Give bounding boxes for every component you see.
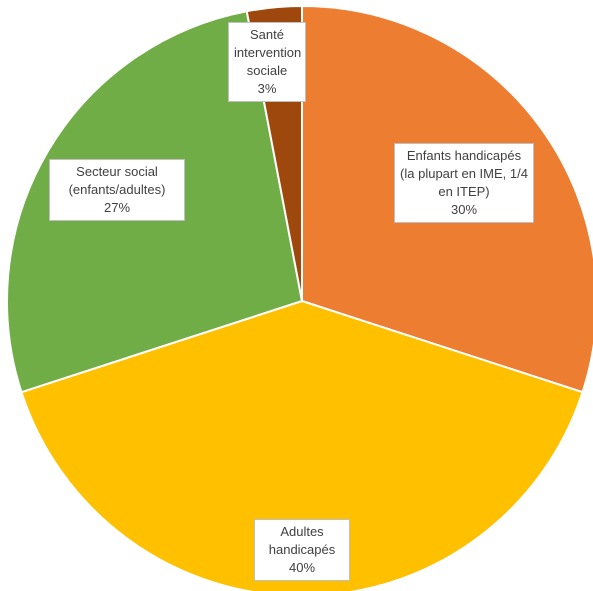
label-category: Santé intervention sociale bbox=[234, 27, 302, 78]
label-value: 3% bbox=[257, 81, 277, 96]
pie-slice bbox=[20, 299, 584, 591]
data-label: Secteur social (enfants/adultes) 27% bbox=[49, 159, 185, 221]
label-category: Adultes handicapés bbox=[268, 524, 336, 557]
data-label: Adultes handicapés 40% bbox=[254, 519, 350, 581]
data-label: Enfants handicapés (la plupart en IME, 1… bbox=[394, 143, 534, 223]
label-category: Secteur social (enfants/adultes) bbox=[68, 164, 166, 197]
label-category: Enfants handicapés (la plupart en IME, 1… bbox=[400, 148, 528, 199]
label-value: 30% bbox=[450, 202, 478, 217]
label-value: 27% bbox=[103, 200, 131, 215]
data-label: Santé intervention sociale 3% bbox=[228, 22, 306, 102]
label-value: 40% bbox=[288, 560, 316, 575]
